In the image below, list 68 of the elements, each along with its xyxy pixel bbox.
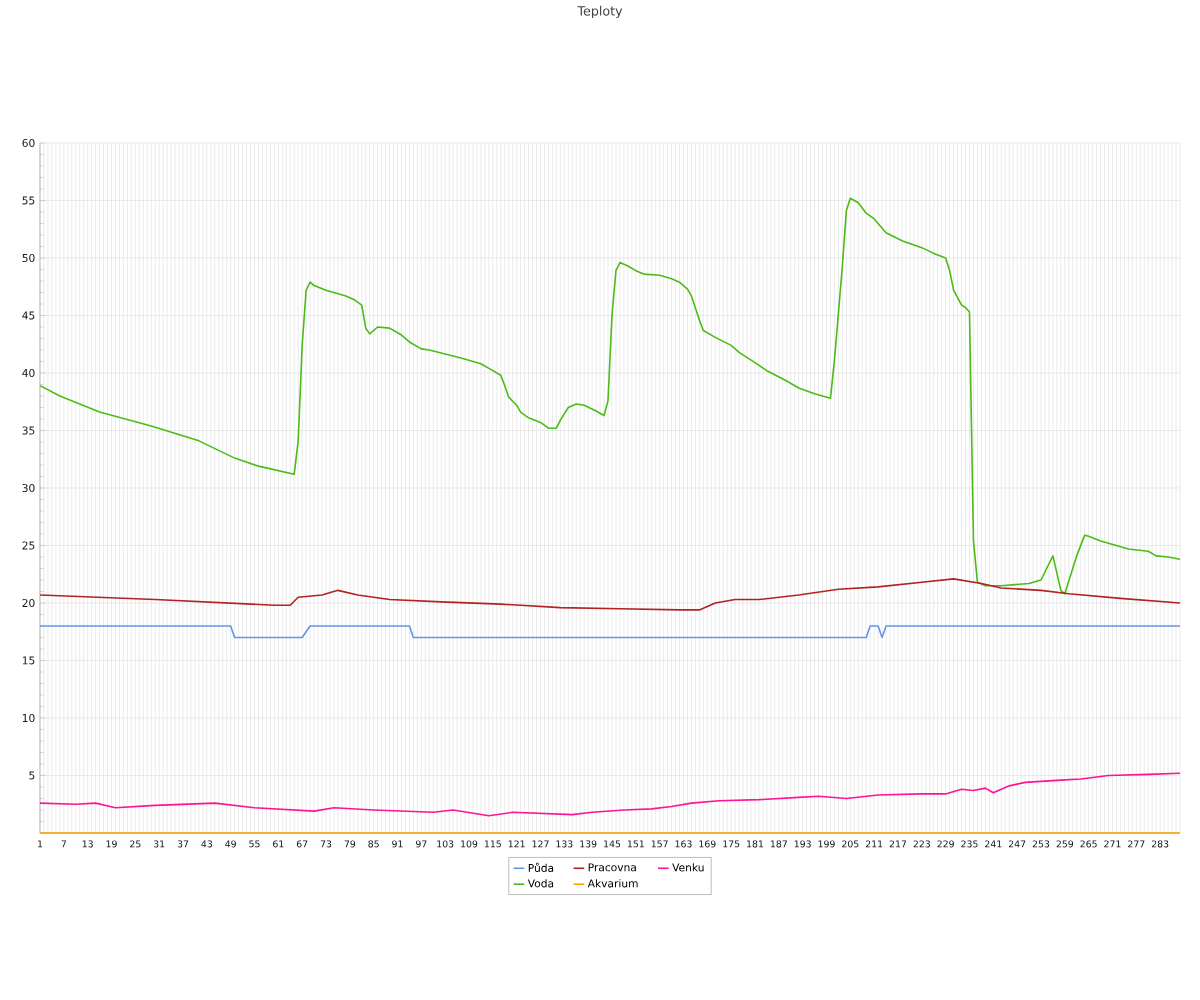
x-tick-label: 247 bbox=[1008, 840, 1026, 848]
x-tick-label: 217 bbox=[889, 840, 907, 848]
x-tick-label: 19 bbox=[106, 840, 117, 848]
x-tick-label: 205 bbox=[842, 840, 859, 848]
y-tick-label: 20 bbox=[22, 598, 35, 608]
legend-label: Voda bbox=[527, 879, 554, 888]
x-tick-label: 265 bbox=[1080, 840, 1097, 848]
x-tick-label: 73 bbox=[320, 840, 332, 848]
x-tick-label: 271 bbox=[1104, 840, 1121, 848]
legend-label: Pracovna bbox=[588, 863, 636, 872]
chart-title: Teploty bbox=[577, 5, 623, 19]
x-tick-label: 121 bbox=[508, 840, 525, 848]
x-tick-label: 181 bbox=[747, 840, 764, 848]
x-tick-label: 277 bbox=[1128, 840, 1145, 848]
y-tick-label: 5 bbox=[29, 771, 35, 780]
x-tick-label: 109 bbox=[461, 840, 478, 848]
x-tick-label: 139 bbox=[580, 840, 597, 848]
line-series bbox=[39, 197, 1181, 595]
x-tick-label: 133 bbox=[556, 840, 573, 848]
x-tick-label: 199 bbox=[818, 840, 835, 848]
x-tick-label: 85 bbox=[368, 840, 379, 848]
x-tick-label: 253 bbox=[1032, 840, 1050, 848]
x-tick-label: 169 bbox=[699, 840, 716, 848]
x-tick-label: 79 bbox=[344, 840, 356, 848]
x-tick-label: 241 bbox=[985, 840, 1002, 848]
y-tick-label: 35 bbox=[22, 426, 35, 435]
x-tick-label: 127 bbox=[532, 840, 549, 848]
x-tick-label: 235 bbox=[961, 840, 978, 848]
x-tick-label: 25 bbox=[130, 840, 141, 848]
x-tick-label: 49 bbox=[225, 840, 236, 848]
x-tick-label: 157 bbox=[651, 840, 668, 848]
x-tick-label: 187 bbox=[770, 840, 787, 848]
x-tick-label: 91 bbox=[392, 840, 403, 848]
x-tick-label: 145 bbox=[604, 840, 621, 848]
y-tick-label: 10 bbox=[22, 713, 35, 723]
legend-label: Venku bbox=[672, 863, 704, 872]
x-tick-label: 13 bbox=[82, 840, 93, 848]
y-tick-label: 45 bbox=[22, 311, 35, 320]
x-tick-label: 61 bbox=[273, 840, 284, 848]
x-tick-label: 211 bbox=[865, 840, 883, 848]
x-tick-label: 223 bbox=[913, 840, 930, 848]
x-tick-label: 1 bbox=[38, 840, 43, 848]
x-tick-label: 193 bbox=[794, 840, 811, 848]
y-tick-label: 60 bbox=[22, 138, 35, 148]
x-tick-label: 67 bbox=[296, 840, 308, 848]
x-tick-label: 7 bbox=[61, 840, 67, 848]
x-tick-label: 55 bbox=[249, 840, 260, 848]
line-series bbox=[39, 578, 1181, 611]
y-tick-label: 30 bbox=[22, 483, 35, 493]
legend-label: Půda bbox=[528, 862, 554, 872]
legend-label: Akvarium bbox=[587, 879, 638, 888]
x-tick-label: 37 bbox=[177, 840, 189, 848]
x-tick-label: 283 bbox=[1151, 840, 1169, 848]
y-tick-label: 40 bbox=[22, 368, 35, 378]
x-tick-label: 175 bbox=[723, 840, 740, 848]
x-tick-label: 97 bbox=[415, 840, 427, 848]
x-tick-label: 259 bbox=[1056, 840, 1074, 848]
x-tick-label: 229 bbox=[937, 840, 954, 848]
x-tick-label: 115 bbox=[484, 840, 501, 848]
y-tick-label: 25 bbox=[22, 541, 35, 550]
x-tick-label: 163 bbox=[675, 840, 692, 848]
x-tick-label: 31 bbox=[153, 840, 165, 848]
x-tick-label: 151 bbox=[627, 840, 644, 848]
y-tick-label: 50 bbox=[22, 253, 35, 263]
y-tick-label: 55 bbox=[22, 196, 35, 205]
x-tick-label: 43 bbox=[201, 840, 213, 848]
x-tick-label: 103 bbox=[437, 840, 454, 848]
y-tick-label: 15 bbox=[22, 656, 35, 665]
